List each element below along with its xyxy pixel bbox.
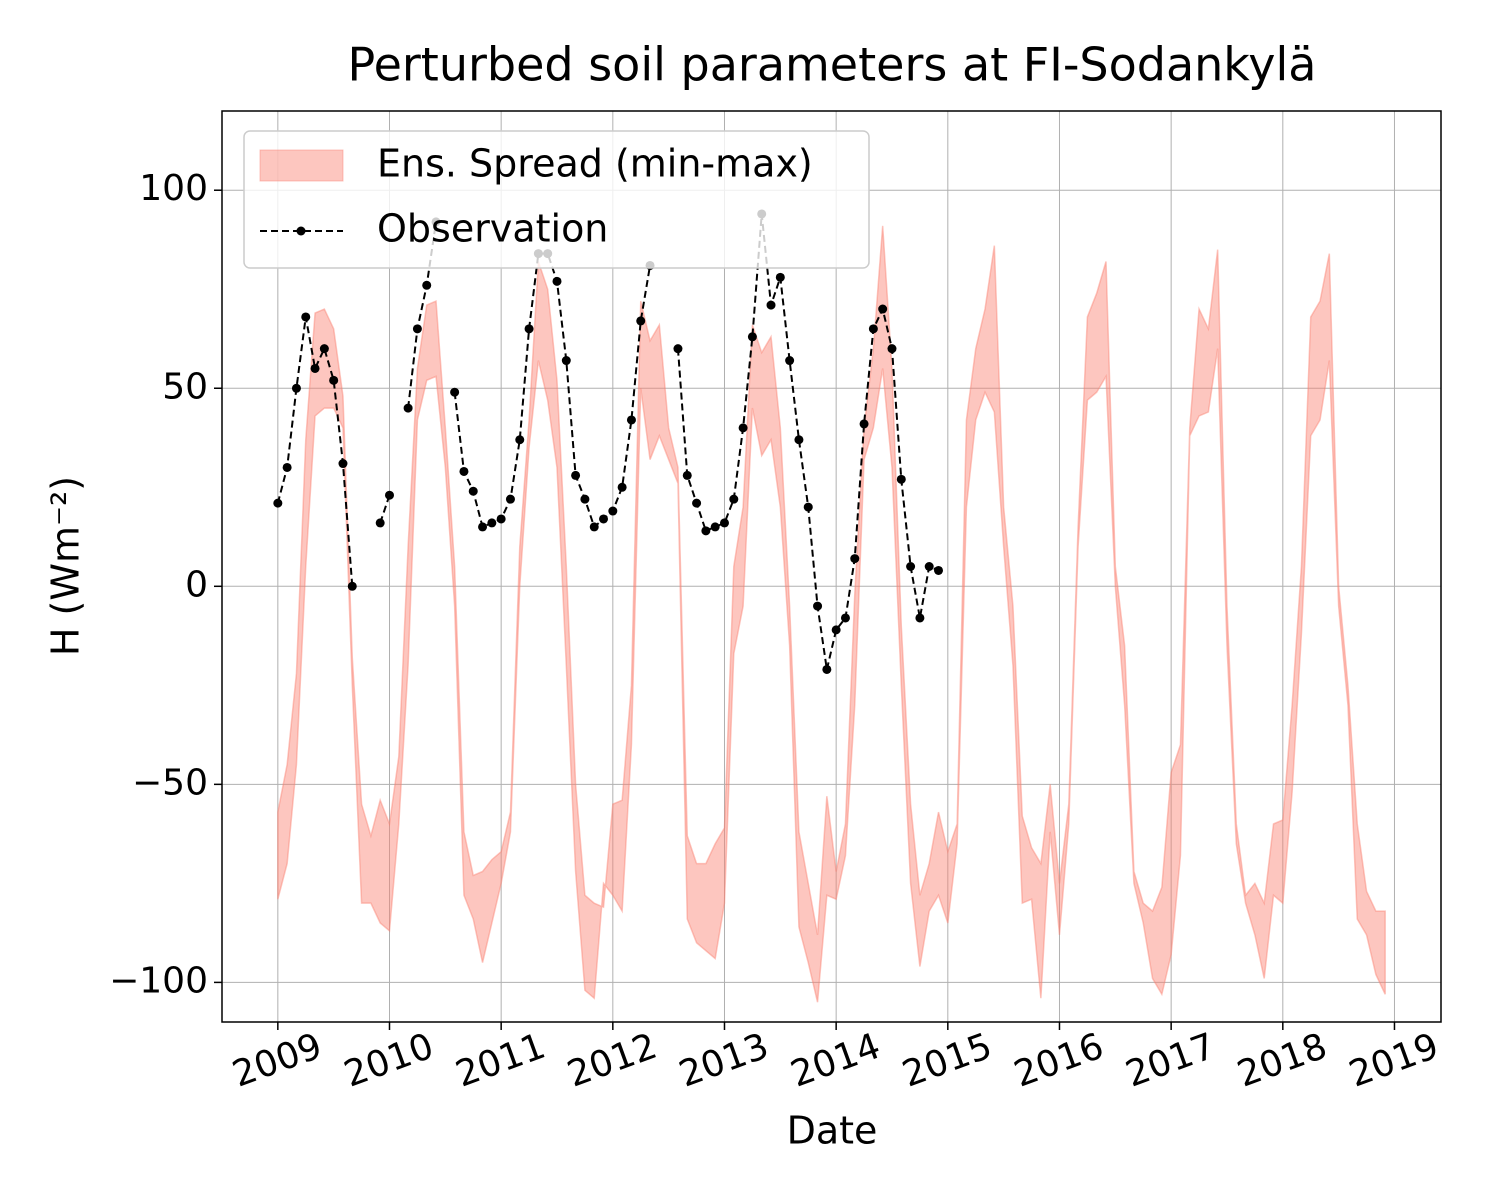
observation-point — [803, 502, 813, 512]
observation-line — [276, 213, 939, 670]
x-tick-label: 2013 — [674, 1026, 774, 1096]
observation-point — [710, 522, 720, 532]
legend-box — [243, 130, 870, 269]
observation-point — [719, 518, 729, 528]
observation-point — [310, 363, 320, 373]
observation-point — [552, 276, 562, 286]
observation-point — [291, 383, 301, 393]
legend-label: Observation — [377, 207, 608, 251]
x-tick-label: 2014 — [786, 1026, 886, 1096]
observation-point — [766, 300, 776, 310]
observation-point — [515, 435, 525, 445]
observation-point — [822, 664, 832, 674]
observation-point — [589, 522, 599, 532]
observation-point — [906, 562, 916, 571]
observation-point — [301, 312, 311, 322]
plot-frame — [221, 110, 1442, 1023]
observation-point — [738, 423, 748, 433]
observation-point — [868, 324, 878, 334]
y-tick-label: 0 — [185, 564, 208, 605]
observation-point — [273, 498, 283, 508]
y-tick-label: −100 — [109, 960, 208, 1001]
observation-point — [878, 304, 888, 314]
y-tick-label: 50 — [162, 366, 208, 407]
observation-point — [384, 490, 394, 500]
observation-point — [561, 356, 571, 366]
x-tick-label: 2010 — [339, 1026, 439, 1096]
observation-point — [729, 494, 739, 504]
observation-point — [468, 486, 478, 496]
observation-point — [338, 459, 348, 469]
observation-point — [459, 466, 469, 476]
observation-point — [487, 518, 497, 528]
observation-point — [282, 462, 292, 472]
plot-area — [273, 209, 1386, 1003]
observation-point — [608, 506, 618, 516]
y-axis-label: H (Wm⁻²) — [44, 476, 88, 656]
legend-label: Ens. Spread (min-max) — [377, 142, 813, 186]
x-axis-label: Date — [787, 1109, 878, 1153]
observation-point — [915, 613, 925, 623]
observation-point — [524, 324, 534, 334]
legend-swatch — [259, 149, 344, 182]
observation-point — [496, 514, 506, 524]
observation-point — [794, 435, 804, 445]
chart-title: Perturbed soil parameters at FI-Sodankyl… — [347, 38, 1316, 92]
observation-point — [347, 581, 357, 591]
observation-point — [682, 470, 692, 480]
observation-point — [636, 316, 646, 326]
y-tick-label: 100 — [139, 168, 208, 209]
legend: Ens. Spread (min-max) Observation — [243, 130, 870, 269]
observation-point — [571, 470, 581, 480]
observation-point — [747, 332, 757, 342]
x-tick-label: 2011 — [451, 1026, 551, 1096]
legend-marker — [296, 226, 306, 236]
observation-point — [505, 494, 515, 504]
observation-point — [403, 403, 413, 413]
x-tick-label: 2009 — [227, 1026, 327, 1096]
observation-point — [887, 344, 897, 354]
x-tick-label: 2017 — [1121, 1026, 1221, 1096]
observation-point — [701, 526, 711, 536]
observation-point — [599, 514, 609, 524]
x-tick-label: 2016 — [1009, 1026, 1109, 1096]
observation-point — [934, 565, 944, 575]
observation-point — [775, 272, 785, 282]
observation-point — [375, 518, 385, 528]
observation-point — [478, 522, 488, 532]
observation-point — [785, 356, 795, 366]
x-tick-label: 2018 — [1232, 1026, 1332, 1096]
x-tick-label: 2012 — [562, 1026, 662, 1096]
observation-point — [626, 415, 636, 425]
observation-point — [840, 613, 850, 623]
x-tick-label: 2019 — [1344, 1026, 1444, 1096]
observation-point — [859, 419, 869, 429]
ensemble-band — [277, 225, 1386, 1003]
x-tick-label: 2015 — [897, 1026, 997, 1096]
observation-point — [580, 494, 590, 504]
observation-point — [831, 625, 841, 635]
observation-point — [692, 498, 702, 508]
y-tick-label: −50 — [132, 762, 208, 803]
observation-point — [673, 344, 683, 354]
observation-point — [412, 324, 422, 334]
observation-point — [422, 280, 432, 290]
observation-point — [450, 387, 460, 397]
observation-point — [617, 482, 627, 492]
observation-point — [813, 601, 823, 611]
observation-point — [896, 474, 906, 484]
observation-point — [850, 554, 860, 564]
observation-point — [319, 344, 329, 354]
observation-point — [924, 562, 934, 571]
observation-point — [329, 375, 339, 385]
